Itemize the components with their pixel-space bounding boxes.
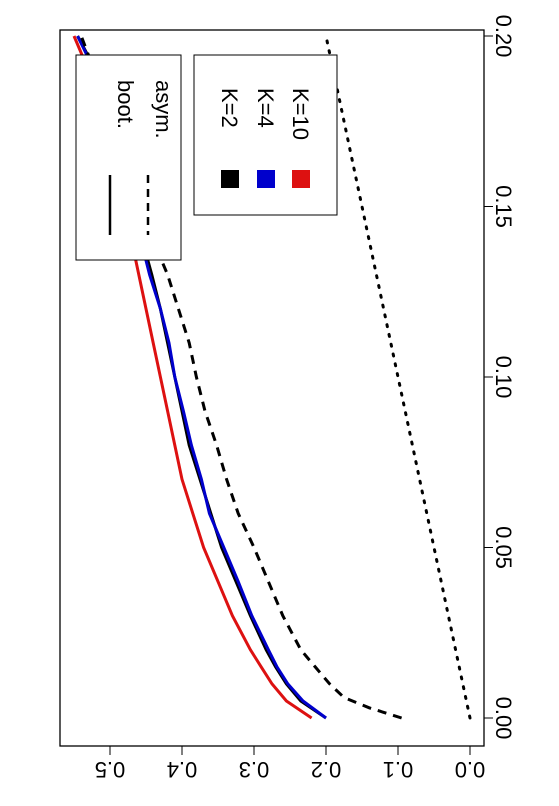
x-tick-label-4: 0.20 [491, 15, 516, 58]
legend-k4-label: K=4 [253, 88, 278, 128]
y-tick-label-4: 0.4 [167, 757, 198, 782]
x-tick-label-0: 0.00 [491, 697, 516, 740]
legend-k2-swatch [221, 170, 239, 188]
y-tick-label-3: 0.3 [239, 757, 270, 782]
x-tick-label-2: 0.10 [491, 356, 516, 399]
legend-asym-label: asym. [151, 80, 176, 139]
x-tick-label-3: 0.15 [491, 185, 516, 228]
y-tick-label-2: 0.2 [311, 757, 342, 782]
series-line-4 [324, 34, 472, 720]
legend-color-box: K=2 K=4 K=10 [193, 54, 338, 216]
x-tick-label-1: 0.05 [491, 526, 516, 569]
legend-k10-swatch [292, 170, 310, 188]
plot-frame [59, 29, 485, 747]
series-line-3 [79, 35, 403, 720]
legend-boot-label: boot. [113, 80, 138, 129]
legend-k2-label: K=2 [217, 88, 242, 128]
legend-k4-swatch [257, 170, 275, 188]
ticks: 0.00 0.05 0.10 0.15 0.20 0.0 0.1 0.2 0.3 0.4 0.5 [95, 15, 516, 782]
legend-line-box: boot. asym. [75, 54, 182, 261]
y-tick-label-1: 0.1 [383, 757, 414, 782]
y-tick-label-5: 0.5 [95, 757, 126, 782]
y-tick-label-0: 0.0 [455, 757, 486, 782]
legend-k10-label: K=10 [288, 88, 313, 140]
